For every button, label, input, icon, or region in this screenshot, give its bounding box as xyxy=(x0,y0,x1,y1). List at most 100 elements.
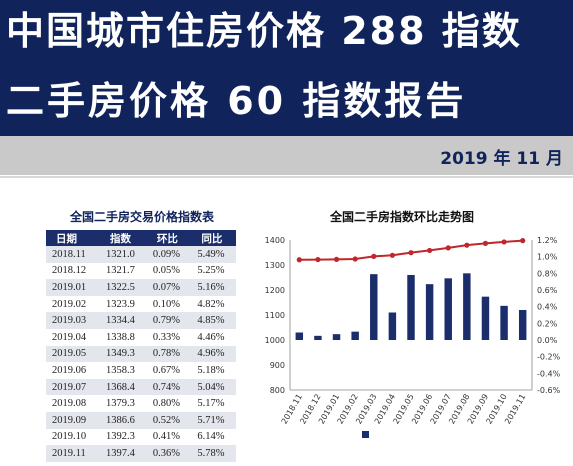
table-row: 2019.04 1338.8 0.33% 4.46% xyxy=(46,328,236,346)
bar-mom xyxy=(332,334,341,340)
table-header-row: 日期 指数 环比 同比 xyxy=(46,230,236,246)
report-title-line2: 二手房价格 60 指数报告 xyxy=(6,79,467,123)
bar-mom xyxy=(481,296,490,340)
cell-yoy: 5.78% xyxy=(191,445,236,462)
table-row: 2019.01 1322.5 0.07% 5.16% xyxy=(46,279,236,296)
bar-mom xyxy=(370,274,378,340)
index-point xyxy=(464,242,470,248)
table-row: 2019.08 1379.3 0.80% 5.17% xyxy=(46,395,236,412)
cell-yoy: 5.49% xyxy=(191,246,236,263)
table-row: 2019.09 1386.6 0.52% 5.71% xyxy=(46,411,236,429)
right-tick-label: -0.2% xyxy=(537,353,561,362)
bar-mom xyxy=(295,332,304,340)
right-tick-label: 0.8% xyxy=(537,269,558,278)
legend-swatch-bar xyxy=(362,431,369,438)
cell-mom: 0.07% xyxy=(146,279,192,296)
index-point xyxy=(352,256,358,262)
index-point xyxy=(389,252,395,258)
cell-date: 2019.08 xyxy=(46,395,100,412)
bar-mom xyxy=(500,305,508,340)
cell-index: 1392.3 xyxy=(99,428,147,446)
cell-mom: 0.10% xyxy=(146,295,192,313)
cell-date: 2018.11 xyxy=(46,246,100,263)
right-tick-label: 0.4% xyxy=(537,303,558,312)
cell-mom: 0.05% xyxy=(146,262,192,280)
cell-index: 1358.3 xyxy=(99,362,147,379)
right-tick-label: -0.6% xyxy=(537,386,561,395)
table-row: 2018.12 1321.7 0.05% 5.25% xyxy=(46,262,236,280)
table-row: 2019.06 1358.3 0.67% 5.18% xyxy=(46,362,236,379)
bar-mom xyxy=(425,284,434,340)
cell-date: 2018.12 xyxy=(46,262,100,280)
index-point xyxy=(371,253,377,259)
table-row: 2019.11 1397.4 0.36% 5.78% xyxy=(46,445,236,462)
left-tick-label: 1000 xyxy=(265,336,285,345)
table-row: 2019.03 1334.4 0.79% 4.85% xyxy=(46,312,236,329)
cell-index: 1323.9 xyxy=(99,295,147,313)
cell-yoy: 5.04% xyxy=(191,378,236,396)
right-tick-label: 1.2% xyxy=(537,236,558,245)
cell-yoy: 4.46% xyxy=(191,328,236,346)
cell-mom: 0.41% xyxy=(146,428,192,446)
cell-index: 1322.5 xyxy=(99,279,147,296)
cell-mom: 0.79% xyxy=(146,312,192,329)
cell-mom: 0.80% xyxy=(146,395,192,412)
cell-yoy: 5.71% xyxy=(191,411,236,429)
bar-mom xyxy=(314,335,322,340)
index-point xyxy=(427,247,433,254)
cell-date: 2019.05 xyxy=(46,345,100,363)
col-header-yoy: 同比 xyxy=(191,230,236,246)
cell-mom: 0.33% xyxy=(146,328,192,346)
index-point xyxy=(482,240,489,246)
left-tick-label: 1200 xyxy=(265,286,285,295)
right-tick-label: 0.6% xyxy=(537,286,558,295)
left-tick-label: 1300 xyxy=(265,261,285,270)
bar-mom xyxy=(351,331,359,340)
right-tick-label: 0.2% xyxy=(537,319,558,328)
bar-mom xyxy=(407,275,415,340)
cell-yoy: 5.25% xyxy=(191,262,236,280)
cell-date: 2019.10 xyxy=(46,428,100,446)
index-point xyxy=(501,239,507,245)
divider xyxy=(0,176,573,178)
right-tick-label: 1.0% xyxy=(537,253,558,262)
table-row: 2019.05 1349.3 0.78% 4.96% xyxy=(46,345,236,363)
table-row: 2019.02 1323.9 0.10% 4.82% xyxy=(46,295,236,313)
cell-mom: 0.52% xyxy=(146,411,192,429)
cell-date: 2019.03 xyxy=(46,312,100,329)
table-row: 2019.07 1368.4 0.74% 5.04% xyxy=(46,378,236,396)
cell-yoy: 6.14% xyxy=(191,428,236,446)
table-row: 2019.10 1392.3 0.41% 6.14% xyxy=(46,428,236,446)
table-title: 全国二手房交易价格指数表 xyxy=(69,210,214,224)
cell-date: 2019.04 xyxy=(46,328,100,346)
left-tick-label: 800 xyxy=(270,386,285,395)
cell-mom: 0.09% xyxy=(146,246,192,263)
col-header-index: 指数 xyxy=(99,230,147,246)
cell-mom: 0.67% xyxy=(146,362,192,379)
header-banner: 中国城市住房价格 288 指数 二手房价格 60 指数报告 xyxy=(0,0,573,136)
cell-mom: 0.74% xyxy=(146,378,192,396)
index-point xyxy=(408,250,414,256)
cell-date: 2019.02 xyxy=(46,295,100,313)
left-tick-label: 900 xyxy=(270,361,285,370)
index-point xyxy=(520,238,526,244)
cell-yoy: 5.16% xyxy=(191,279,236,296)
cell-yoy: 5.18% xyxy=(191,362,236,379)
col-header-date: 日期 xyxy=(46,230,100,246)
left-tick-label: 1100 xyxy=(265,311,285,320)
index-point xyxy=(445,245,451,251)
cell-date: 2019.09 xyxy=(46,411,100,429)
index-point xyxy=(333,256,340,262)
cell-date: 2019.06 xyxy=(46,362,100,379)
date-bar: 2019 年 11 月 xyxy=(0,136,573,175)
cell-index: 1379.3 xyxy=(99,395,147,412)
cell-yoy: 4.96% xyxy=(191,345,236,363)
table-row: 2018.11 1321.0 0.09% 5.49% xyxy=(46,246,236,263)
cell-date: 2019.07 xyxy=(46,378,100,396)
cell-index: 1338.8 xyxy=(99,328,147,346)
mom-trend-chart: 800 900 1000 1100 1200 1300 1400 -0.6% -0.4% -0.2… xyxy=(265,236,561,438)
right-tick-label: -0.4% xyxy=(537,369,561,378)
cell-date: 2019.11 xyxy=(46,445,100,462)
cell-index: 1321.7 xyxy=(99,262,147,280)
bar-mom xyxy=(444,278,452,340)
